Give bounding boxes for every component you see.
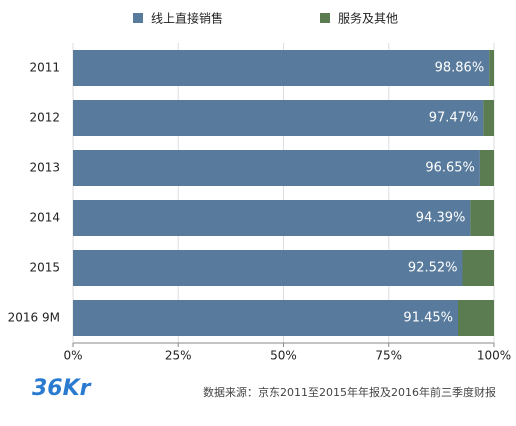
bar-segment	[73, 300, 459, 336]
bar-segment	[73, 50, 490, 86]
y-tick-label: 2014	[29, 211, 60, 225]
bar-segment	[470, 200, 494, 236]
bar-segment	[483, 100, 494, 136]
y-tick-label: 2013	[29, 161, 60, 175]
bar-segment	[73, 150, 480, 186]
value-label: 92.52%	[408, 261, 458, 276]
legend-swatch	[133, 13, 143, 23]
x-tick-label: 75%	[375, 349, 402, 363]
y-tick-label: 2015	[29, 261, 60, 275]
x-tick-label: 25%	[165, 349, 192, 363]
logo: 36Kr	[32, 376, 92, 401]
bar-segment	[73, 200, 471, 236]
y-tick-label: 2011	[29, 61, 60, 75]
value-label: 98.86%	[435, 61, 485, 76]
x-tick-label: 100%	[477, 349, 511, 363]
legend-label: 线上直接销售	[151, 11, 223, 26]
value-label: 94.39%	[416, 211, 466, 226]
bar-segment	[73, 250, 463, 286]
value-label: 97.47%	[429, 111, 479, 126]
y-tick-label: 2012	[29, 111, 60, 125]
legend-swatch	[320, 13, 330, 23]
legend-label: 服务及其他	[338, 11, 398, 26]
value-label: 96.65%	[425, 161, 475, 176]
value-label: 91.45%	[403, 311, 453, 326]
bar-segment	[458, 300, 494, 336]
x-tick-label: 0%	[63, 349, 82, 363]
y-tick-label: 2016 9M	[8, 311, 60, 325]
bar-segment	[73, 100, 484, 136]
bar-segment	[489, 50, 494, 86]
source-note: 数据来源：京东2011至2015年年报及2016年前三季度财报	[203, 385, 496, 399]
bar-segment	[479, 150, 494, 186]
bar-segment	[462, 250, 494, 286]
x-tick-label: 50%	[270, 349, 297, 363]
